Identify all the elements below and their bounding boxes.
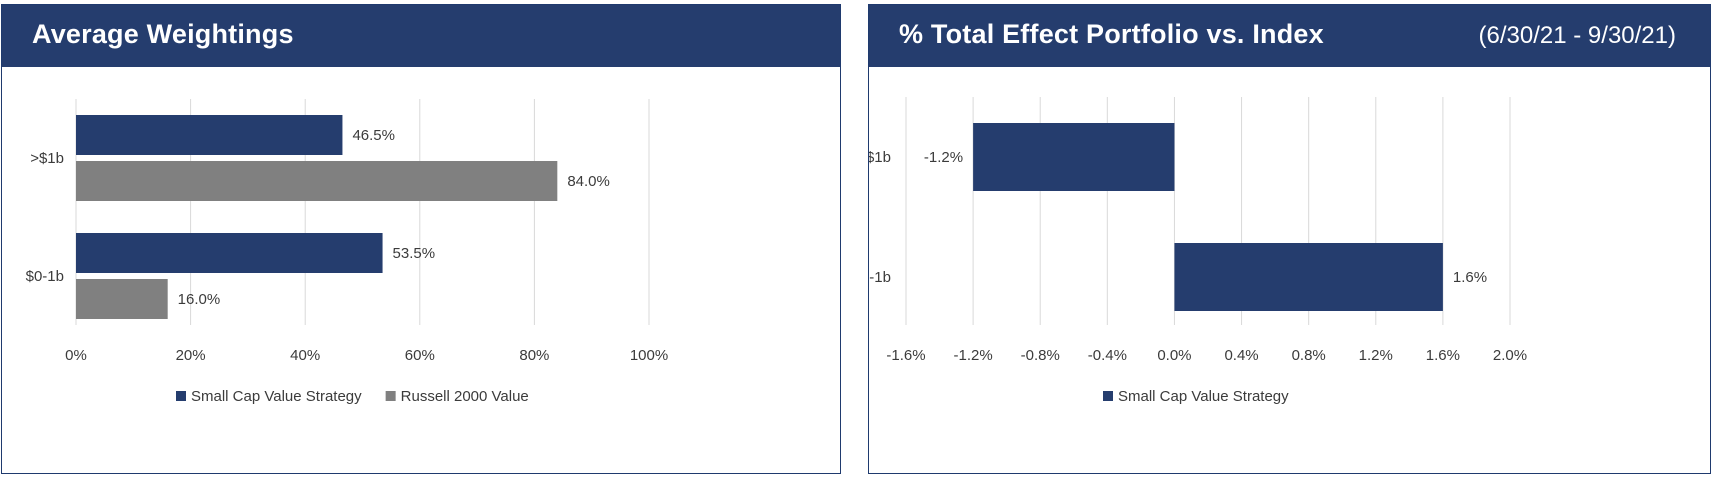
x-tick-label: -0.8% [1021,347,1060,364]
panel-header: Average Weightings [2,5,840,67]
x-tick-label: 0.8% [1292,347,1326,364]
y-category-label: $0-1b [869,269,891,286]
x-tick-label: -1.2% [954,347,993,364]
legend-swatch [176,391,186,401]
legend-swatch [1103,391,1113,401]
data-label: 53.5% [393,245,436,262]
legend-label: Small Cap Value Strategy [191,388,362,405]
data-label: 84.0% [567,173,610,190]
bar [76,161,558,201]
x-tick-label: 100% [630,347,668,364]
legend-swatch [385,391,396,401]
data-label: -1.2% [924,149,963,166]
y-category-label: >$1b [30,150,64,167]
chart-title: % Total Effect Portfolio vs. Index [899,19,1324,49]
x-tick-label: 0.0% [1157,347,1191,364]
bar [1174,243,1443,311]
x-tick-label: 20% [176,347,206,364]
x-tick-label: 80% [519,347,549,364]
average-weightings-chart: 0% 20% 40% 60% 80% 100% >$1b 46.5% 84.0% $0-1b 53.… [26,99,668,405]
y-category-label: $0-1b [26,268,64,285]
bar [76,233,383,273]
legend-label: Russell 2000 Value [401,388,529,405]
data-label: 46.5% [352,127,395,144]
panel-header: % Total Effect Portfolio vs. Index (6/30… [869,5,1710,67]
bar [973,123,1175,191]
data-label: 16.0% [178,291,221,308]
chart-subtitle: (6/30/21 - 9/30/21) [1478,22,1676,49]
average-weightings-panel: Average Weightings 0% 20% 40% 60% 80% 100% >$1… [1,4,841,474]
x-tick-label: 2.0% [1493,347,1527,364]
x-tick-label: 1.2% [1359,347,1393,364]
x-tick-label: 0.4% [1224,347,1258,364]
x-tick-label: -1.6% [886,347,925,364]
x-tick-label: 0% [65,347,87,364]
x-tick-label: -0.4% [1088,347,1127,364]
chart-title: Average Weightings [32,19,294,49]
x-tick-label: 60% [405,347,435,364]
y-category-label: >$1b [869,149,891,166]
x-tick-label: 1.6% [1426,347,1460,364]
bar [76,279,168,319]
bar [76,115,343,155]
legend-label: Small Cap Value Strategy [1118,388,1289,405]
total-effect-chart: -1.6% -1.2% -0.8% -0.4% 0.0% 0.4% 0.8% 1.2% 1.6%… [869,97,1527,405]
total-effect-panel: % Total Effect Portfolio vs. Index (6/30… [868,4,1711,474]
x-tick-label: 40% [290,347,320,364]
data-label: 1.6% [1453,269,1487,286]
